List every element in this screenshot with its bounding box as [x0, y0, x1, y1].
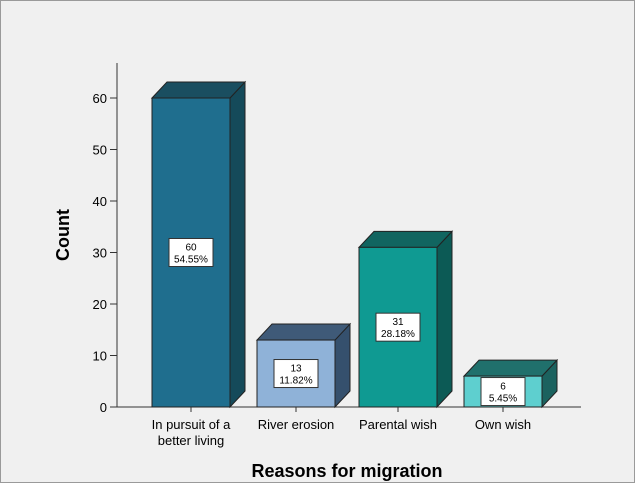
- bar: [255, 322, 352, 409]
- data-label-percent: 28.18%: [381, 329, 415, 340]
- y-tick-label: 60: [93, 91, 107, 106]
- data-label-count: 31: [392, 317, 404, 328]
- data-label-count: 60: [185, 243, 197, 254]
- data-label-percent: 5.45%: [489, 394, 517, 405]
- bar-top: [357, 230, 454, 248]
- x-tick-label: In pursuit of a better living: [152, 417, 232, 448]
- data-label-box: [168, 238, 214, 267]
- y-tick-label: 40: [93, 194, 107, 209]
- data-label-percent: 11.82%: [279, 376, 312, 387]
- y-tick-label: 20: [93, 297, 107, 312]
- data-label: 65.45%: [480, 377, 526, 407]
- bar-side: [436, 230, 453, 409]
- data-label-box: [273, 359, 319, 389]
- y-tick-label: 0: [100, 400, 107, 415]
- x-tick-labels: In pursuit of a better living River erosio…: [152, 407, 531, 448]
- bar-top: [255, 323, 352, 341]
- data-label-count: 6: [500, 382, 506, 393]
- bar-side: [229, 80, 246, 409]
- x-tick-label: Own wish: [475, 417, 531, 432]
- data-label-box: [480, 377, 526, 407]
- data-label-box: [375, 312, 421, 342]
- data-label-percent: 54.55%: [174, 255, 208, 266]
- x-tick-label: River erosion: [258, 417, 335, 432]
- x-axis-title: Reasons for migration: [251, 461, 442, 481]
- y-tick-label: 50: [93, 143, 107, 158]
- bar-top: [150, 81, 247, 99]
- bar-top: [462, 359, 559, 377]
- x-tick-label: Parental wish: [359, 417, 437, 432]
- data-label-count: 13: [290, 364, 302, 375]
- y-tick-label: 30: [93, 246, 107, 261]
- y-axis-title: Count: [53, 209, 73, 261]
- y-tick-label: 10: [93, 349, 107, 364]
